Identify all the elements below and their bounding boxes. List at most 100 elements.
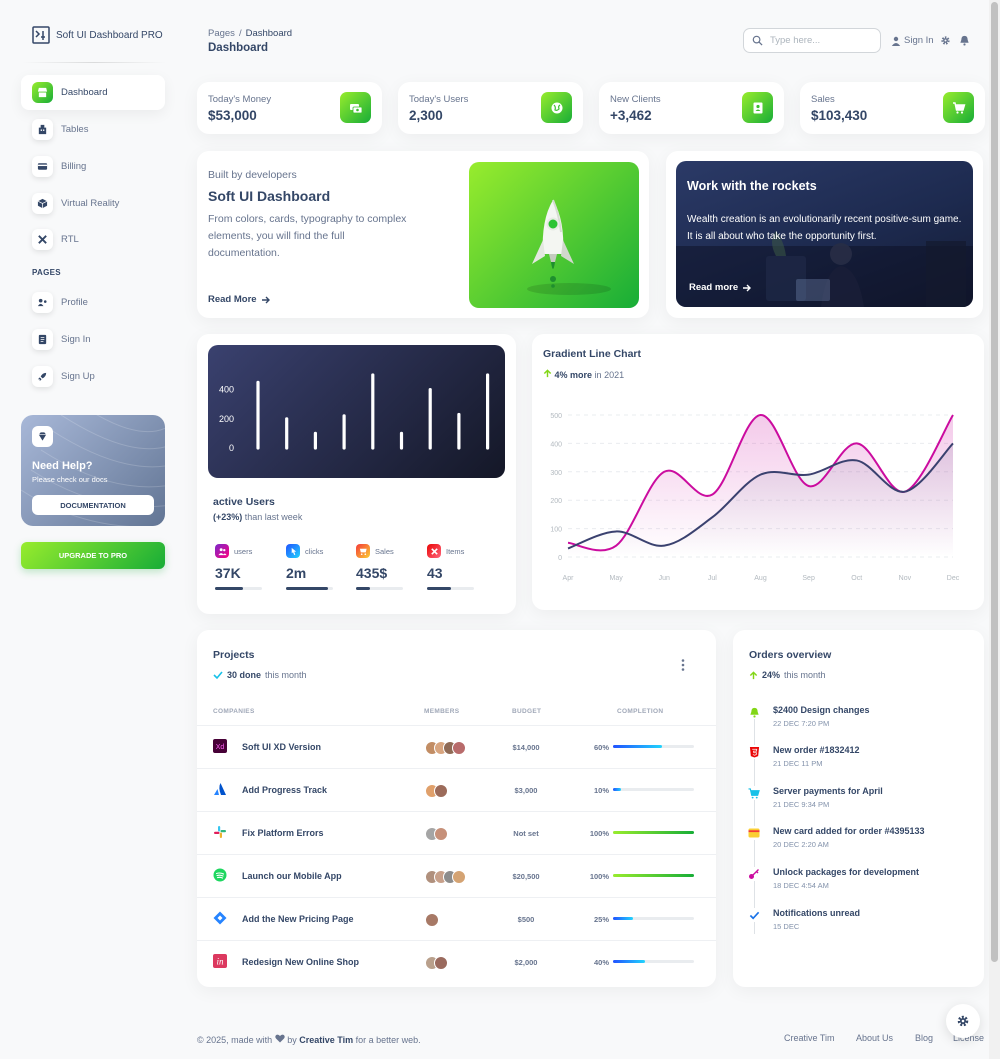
breadcrumb-current: Dashboard xyxy=(245,28,293,39)
active-users-title: active Users xyxy=(213,496,275,508)
tools-icon xyxy=(427,544,441,558)
footer-author-link[interactable]: Creative Tim xyxy=(299,1035,354,1045)
stat-value: $103,430 xyxy=(811,108,868,123)
stat-card-sales: Sales $103,430 xyxy=(800,82,985,134)
settings-tools-icon xyxy=(32,229,53,250)
metric-items: Items 43 xyxy=(427,544,482,590)
xd-icon: Xd xyxy=(213,739,227,753)
brand[interactable]: Soft UI Dashboard PRO xyxy=(32,26,163,44)
bell-icon[interactable] xyxy=(959,35,970,46)
timeline-title: New order #1832412 xyxy=(773,745,860,755)
search-box[interactable] xyxy=(743,28,881,53)
stat-value: +3,462 xyxy=(610,108,652,123)
gear-icon xyxy=(957,1015,969,1027)
x-tick-label: Jun xyxy=(659,575,670,582)
budget-value: $20,500 xyxy=(512,872,540,881)
jira-icon xyxy=(213,911,227,925)
metric-progress-fill xyxy=(286,587,329,590)
completion-value: 100% xyxy=(589,829,609,838)
stat-value: 2,300 xyxy=(409,108,443,123)
credit-card-icon xyxy=(32,156,53,177)
svg-text:in: in xyxy=(216,957,224,967)
footer-link-creative-tim[interactable]: Creative Tim xyxy=(784,1033,835,1043)
y-tick-label: 0 xyxy=(558,555,562,562)
table-row[interactable]: Xd Soft UI XD Version $14,000 60% xyxy=(197,725,716,768)
sidebar-item-dashboard[interactable]: Dashboard xyxy=(21,75,165,110)
completion-value: 40% xyxy=(593,958,609,967)
sidebar-item-label: Sign Up xyxy=(61,371,95,382)
table-row[interactable]: in Redesign New Online Shop $2,000 40% xyxy=(197,940,716,983)
brand-name: Soft UI Dashboard PRO xyxy=(56,29,163,41)
column-header-members: MEMBERS xyxy=(424,708,460,715)
table-row[interactable]: Fix Platform Errors Not set 100% xyxy=(197,811,716,854)
company-name: Fix Platform Errors xyxy=(242,828,324,838)
line-chart-card: Gradient Line Chart 4% more in 2021 0 100… xyxy=(532,334,984,610)
active-users-subtitle-text: than last week xyxy=(244,512,303,522)
built-by-card: Built by developers Soft UI Dashboard Fr… xyxy=(197,151,649,318)
avatar xyxy=(434,784,448,798)
completion-progress xyxy=(613,831,694,834)
sidebar-item-label: Dashboard xyxy=(61,87,108,98)
orders-change: 24% xyxy=(762,670,781,680)
arrow-up-icon xyxy=(749,670,758,679)
read-more-link[interactable]: Read more xyxy=(689,282,752,293)
line-chart-title: Gradient Line Chart xyxy=(543,348,642,360)
footer-link-blog[interactable]: Blog xyxy=(915,1033,934,1043)
built-subtitle: Built by developers xyxy=(208,169,297,181)
sidebar-item-label: Profile xyxy=(61,297,88,308)
completion-progress xyxy=(613,788,694,791)
sign-in-link[interactable]: Sign In xyxy=(891,35,934,46)
metric-progress-fill xyxy=(356,587,371,590)
x-tick-label: Nov xyxy=(899,575,912,582)
metric-label: Sales xyxy=(375,546,394,556)
footer-link-about-us[interactable]: About Us xyxy=(856,1033,894,1043)
heart-icon xyxy=(275,1034,285,1043)
sidebar-item-sign-up[interactable]: Sign Up xyxy=(21,359,165,394)
stat-label: Sales xyxy=(811,94,835,105)
timeline-date: 21 DEC 9:34 PM xyxy=(773,800,830,809)
cart-icon xyxy=(356,544,370,558)
rockets-text: Wealth creation is an evolutionarily rec… xyxy=(687,214,962,242)
projects-subtitle-text: this month xyxy=(265,670,307,680)
stat-value: $53,000 xyxy=(208,108,257,123)
stat-label: Today's Users xyxy=(409,94,469,105)
x-tick-label: Oct xyxy=(851,575,862,582)
table-row[interactable]: Add Progress Track $3,000 10% xyxy=(197,768,716,811)
sidebar-item-sign-in[interactable]: Sign In xyxy=(21,322,165,357)
completion-progress xyxy=(613,960,694,963)
budget-value: $500 xyxy=(517,915,535,924)
company-name: Soft UI XD Version xyxy=(242,742,322,752)
upgrade-button[interactable]: UPGRADE TO PRO xyxy=(21,542,165,569)
sidebar-item-virtual-reality[interactable]: Virtual Reality xyxy=(21,186,165,221)
y-tick-label: 500 xyxy=(550,413,562,420)
documentation-button[interactable]: DOCUMENTATION xyxy=(32,495,154,515)
configurator-button[interactable] xyxy=(946,1004,980,1038)
read-more-link[interactable]: Read More xyxy=(208,294,271,305)
column-header-companies: COMPANIES xyxy=(213,708,255,715)
built-text: From colors, cards, typography to comple… xyxy=(208,213,407,259)
line-chart: 0 100 200 300 400 500 Apr May Jun Jul Aug Sep Oct Nov… xyxy=(550,413,959,582)
table-row[interactable]: Launch our Mobile App $20,500 100% xyxy=(197,854,716,897)
help-title: Need Help? xyxy=(32,460,93,472)
sidebar-item-billing[interactable]: Billing xyxy=(21,149,165,184)
sidebar-item-profile[interactable]: Profile xyxy=(21,285,165,320)
search-input[interactable] xyxy=(770,35,865,46)
stat-label: Today's Money xyxy=(208,94,272,105)
sidebar-item-rtl[interactable]: RTL xyxy=(21,222,165,257)
office-icon xyxy=(32,119,53,140)
users-icon xyxy=(215,544,229,558)
sidebar-item-tables[interactable]: Tables xyxy=(21,112,165,147)
brand-logo-icon xyxy=(32,26,50,44)
active-users-subtitle: (+23%) than last week xyxy=(213,512,302,522)
metric-label: clicks xyxy=(305,546,324,556)
gear-icon[interactable] xyxy=(940,35,951,46)
metric-label: Items xyxy=(446,546,465,556)
more-vertical-icon[interactable] xyxy=(680,658,686,672)
timeline-line xyxy=(754,712,755,934)
projects-title: Projects xyxy=(213,649,255,661)
scrollbar-thumb[interactable] xyxy=(991,2,998,962)
timeline-title: Unlock packages for development xyxy=(773,867,920,877)
table-row[interactable]: Add the New Pricing Page $500 25% xyxy=(197,897,716,940)
breadcrumb-root[interactable]: Pages xyxy=(208,28,235,39)
footer-link-license[interactable]: License xyxy=(953,1033,985,1043)
